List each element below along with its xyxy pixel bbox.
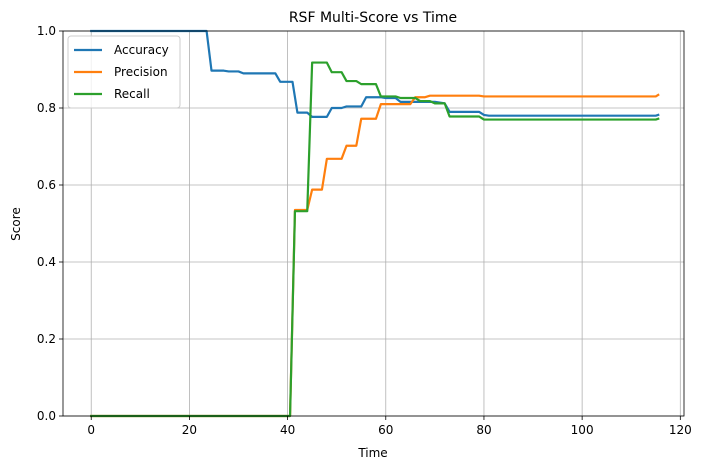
x-tick-label: 80: [476, 423, 491, 437]
x-tick-label: 40: [280, 423, 295, 437]
axis-ticks: 0 20 40 60 80 100 120 0.0 0.2 0.4 0.6 0.8 1.0: [37, 24, 692, 437]
series-line-precision: [90, 93, 660, 418]
y-tick-label: 0.2: [37, 332, 56, 346]
y-tick-label: 0.8: [37, 101, 56, 115]
legend-label-accuracy: Accuracy: [114, 43, 169, 57]
y-axis-label: Score: [9, 207, 23, 241]
plot-frame: [62, 30, 685, 417]
x-tick-label: 100: [571, 423, 594, 437]
x-tick-label: 120: [669, 423, 692, 437]
y-tick-label: 0.4: [37, 255, 56, 269]
chart-title: RSF Multi-Score vs Time: [289, 10, 457, 26]
y-tick-label: 0.6: [37, 178, 56, 192]
legend-label-precision: Precision: [114, 65, 168, 79]
series-line-recall: [90, 61, 660, 418]
x-tick-label: 20: [182, 423, 197, 437]
x-tick-label: 0: [87, 423, 95, 437]
x-axis-label: Time: [357, 446, 387, 460]
x-tick-label: 60: [378, 423, 393, 437]
y-tick-label: 0.0: [37, 409, 56, 423]
y-tick-label: 1.0: [37, 24, 56, 38]
series-line-accuracy: [90, 29, 660, 118]
legend-label-recall: Recall: [114, 87, 150, 101]
plot-series: [90, 29, 660, 418]
legend-box: [67, 35, 181, 109]
legend: Accuracy Precision Recall: [67, 35, 181, 109]
